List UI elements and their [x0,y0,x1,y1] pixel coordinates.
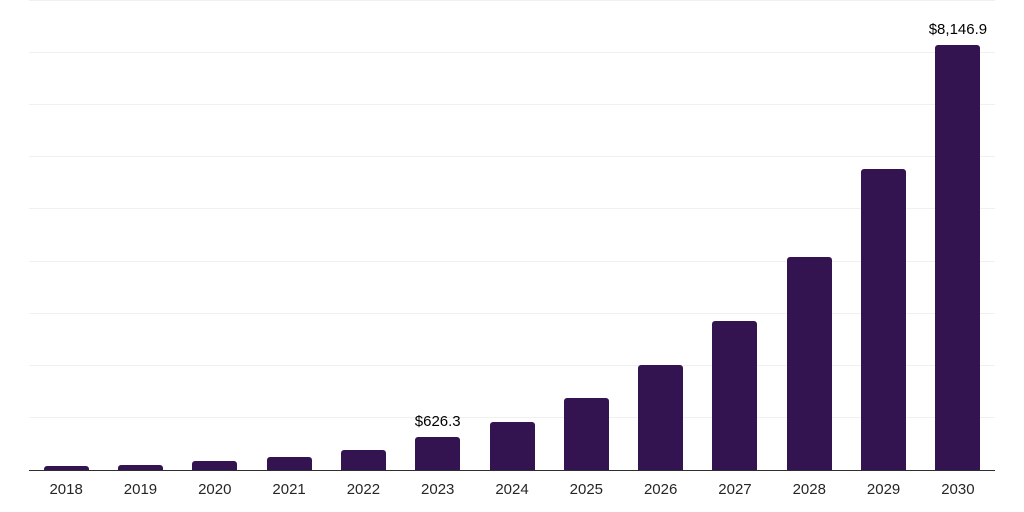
x-tick-label-2018: 2018 [49,481,83,498]
gridline-4000 [29,260,995,262]
bar-slot-2025 [549,1,623,470]
x-tick-label-2030: 2030 [941,481,975,498]
bar-2019 [117,464,163,470]
x-axis-labels: 2018 2019 2020 2021 2022 2023 2024 2025 2026 2027… [29,481,995,499]
bar-slot-2024 [475,1,549,470]
gridline-9000 [29,0,995,1]
gridline-8000 [29,52,995,54]
bar-slot-2028 [772,1,846,470]
x-tick-label-2029: 2029 [866,481,901,498]
data-label-2030: $8,146.9 [928,21,988,39]
bar-2024 [489,421,535,470]
gridline-6000 [29,156,995,158]
bar-slot-2027 [698,1,772,470]
gridline-1000 [29,416,995,418]
gridline-5000 [29,208,995,210]
x-tick-label-2022: 2022 [346,481,381,498]
bar-2023 [415,437,461,470]
gridline-3000 [29,312,995,314]
plot-area: $626.3 $8,146.9 [29,0,995,471]
bar-slot-2026 [624,1,698,470]
bar-slot-2023: $626.3 [401,1,475,470]
x-tick-label-2027: 2027 [718,481,752,498]
bar-2020 [192,461,238,470]
bar-slot-2030: $8,146.9 [921,1,995,470]
x-tick-label-2025: 2025 [569,481,604,498]
bar-slot-2018 [29,1,103,470]
x-tick-label-2024: 2024 [495,481,529,498]
x-tick-label-2023: 2023 [421,481,455,498]
bar-2025 [563,397,609,470]
bar-2027 [712,320,758,470]
data-label-2023: $626.3 [414,413,461,431]
x-tick-label-2026: 2026 [643,481,678,498]
bar-slot-2029 [846,1,920,470]
bars-row: $626.3 $8,146.9 [29,1,995,470]
bar-2028 [786,256,832,470]
bar-slot-2019 [103,1,177,470]
gridline-2000 [29,364,995,366]
bar-2026 [638,365,684,470]
bar-2029 [861,168,907,470]
bar-2018 [43,466,89,470]
bar-2030 [935,45,981,470]
x-tick-label-2028: 2028 [792,481,826,498]
gridline-7000 [29,104,995,106]
bar-2022 [340,449,386,470]
bar-slot-2022 [326,1,400,470]
x-tick-label-2021: 2021 [272,481,306,498]
bar-slot-2021 [252,1,326,470]
x-tick-label-2019: 2019 [123,481,158,498]
bar-2021 [266,457,312,470]
x-tick-label-2020: 2020 [198,481,232,498]
bar-slot-2020 [178,1,252,470]
